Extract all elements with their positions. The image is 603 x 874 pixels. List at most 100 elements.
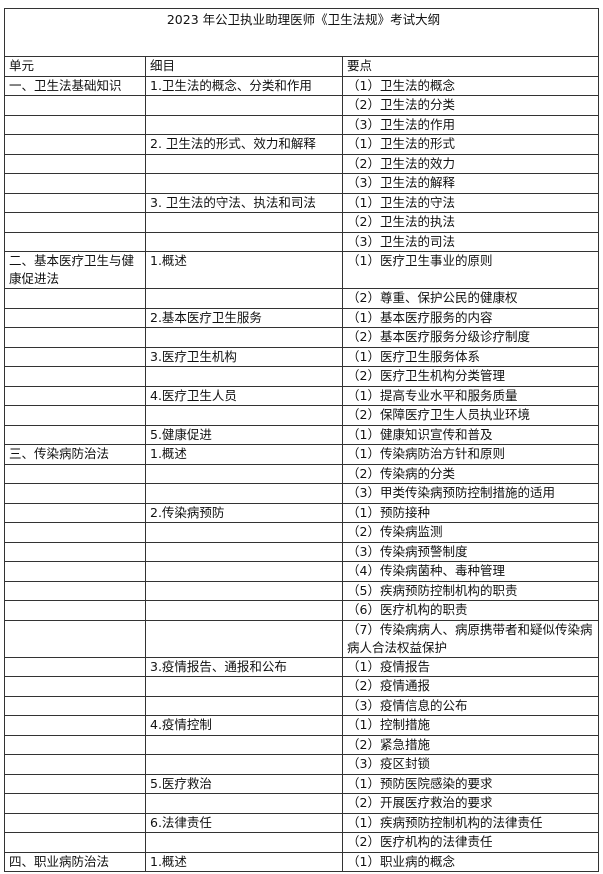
- table-row: （2）尊重、保护公民的健康权: [4, 288, 599, 309]
- unit-cell: [4, 346, 146, 367]
- table-row: （3）甲类传染病预防控制措施的适用: [4, 483, 599, 504]
- point-cell: （7）传染病病人、病原携带者和疑似传染病病人合法权益保护: [342, 619, 599, 658]
- table-row: 3. 卫生法的守法、执法和司法 （1）卫生法的守法: [4, 192, 599, 213]
- unit-cell: [4, 754, 146, 775]
- point-cell: （3）甲类传染病预防控制措施的适用: [342, 483, 599, 504]
- unit-cell: [4, 773, 146, 794]
- point-cell: （2）医疗机构的法律责任: [342, 832, 599, 853]
- point-cell: （2）基本医疗服务分级诊疗制度: [342, 327, 599, 348]
- table-row: （3）疫区封锁: [4, 754, 599, 775]
- table-row: （3）卫生法的司法: [4, 231, 599, 252]
- point-cell: （2）医疗卫生机构分类管理: [342, 366, 599, 387]
- point-cell: （1）医疗卫生事业的原则: [342, 251, 599, 289]
- point-cell: （2）卫生法的效力: [342, 153, 599, 174]
- table-row: （3）传染病预警制度: [4, 541, 599, 562]
- point-cell: （2）疫情通报: [342, 676, 599, 697]
- unit-cell: [4, 561, 146, 582]
- unit-cell: [4, 734, 146, 755]
- item-cell: [145, 832, 343, 853]
- item-cell: [145, 327, 343, 348]
- point-cell: （6）医疗机构的职责: [342, 600, 599, 621]
- exam-outline-table: 2023 年公卫执业助理医师《卫生法规》考试大纲 单元 细目 要点 一、卫生法基…: [4, 8, 599, 872]
- item-cell: [145, 676, 343, 697]
- table-row: （7）传染病病人、病原携带者和疑似传染病病人合法权益保护: [4, 619, 599, 658]
- table-row: （2）卫生法的效力: [4, 153, 599, 174]
- table-row: （5）疾病预防控制机构的职责: [4, 580, 599, 601]
- item-cell: [145, 366, 343, 387]
- item-cell: [145, 212, 343, 233]
- unit-cell: [4, 715, 146, 736]
- table-row: （4）传染病菌种、毒种管理: [4, 561, 599, 582]
- table-row: （3）卫生法的解释: [4, 173, 599, 194]
- unit-cell: [4, 288, 146, 309]
- point-cell: （1）提高专业水平和服务质量: [342, 385, 599, 406]
- header-point: 要点: [342, 56, 599, 77]
- table-row: （2）传染病监测: [4, 522, 599, 543]
- point-cell: （3）卫生法的解释: [342, 173, 599, 194]
- item-cell: 6.法律责任: [145, 812, 343, 833]
- item-cell: [145, 153, 343, 174]
- unit-cell: [4, 95, 146, 116]
- point-cell: （1）传染病防治方针和原则: [342, 444, 599, 465]
- point-cell: （1）基本医疗服务的内容: [342, 307, 599, 328]
- unit-cell: [4, 366, 146, 387]
- unit-cell: [4, 541, 146, 562]
- point-cell: （1）健康知识宣传和普及: [342, 424, 599, 445]
- point-cell: （2）卫生法的分类: [342, 95, 599, 116]
- table-row: （2）医疗卫生机构分类管理: [4, 366, 599, 387]
- table-row: 二、基本医疗卫生与健康促进法 1.概述 （1）医疗卫生事业的原则: [4, 251, 599, 289]
- item-cell: [145, 95, 343, 116]
- item-cell: [145, 734, 343, 755]
- table-row: 三、传染病防治法 1.概述 （1）传染病防治方针和原则: [4, 444, 599, 465]
- unit-cell: [4, 424, 146, 445]
- point-cell: （1）疾病预防控制机构的法律责任: [342, 812, 599, 833]
- unit-cell: [4, 483, 146, 504]
- unit-cell: [4, 173, 146, 194]
- item-cell: 2. 卫生法的形式、效力和解释: [145, 134, 343, 155]
- header-row: 单元 细目 要点: [4, 56, 599, 77]
- table-row: 四、职业病防治法 1.概述 （1）职业病的概念: [4, 851, 599, 872]
- unit-cell: [4, 463, 146, 484]
- header-unit: 单元: [4, 56, 146, 77]
- table-row: 6.法律责任 （1）疾病预防控制机构的法律责任: [4, 812, 599, 833]
- point-cell: （4）传染病菌种、毒种管理: [342, 561, 599, 582]
- point-cell: （1）预防接种: [342, 502, 599, 523]
- item-cell: [145, 288, 343, 309]
- table-row: 5.健康促进 （1）健康知识宣传和普及: [4, 424, 599, 445]
- unit-cell: [4, 307, 146, 328]
- table-row: 一、卫生法基础知识 1.卫生法的概念、分类和作用 （1）卫生法的概念: [4, 75, 599, 96]
- table-row: （2）紧急措施: [4, 734, 599, 755]
- item-cell: 5.医疗救治: [145, 773, 343, 794]
- table-row: 2. 卫生法的形式、效力和解释 （1）卫生法的形式: [4, 134, 599, 155]
- point-cell: （3）疫区封锁: [342, 754, 599, 775]
- table-row: （3）卫生法的作用: [4, 114, 599, 135]
- item-cell: 5.健康促进: [145, 424, 343, 445]
- item-cell: [145, 580, 343, 601]
- point-cell: （3）卫生法的司法: [342, 231, 599, 252]
- item-cell: 1.卫生法的概念、分类和作用: [145, 75, 343, 96]
- table-row: （2）基本医疗服务分级诊疗制度: [4, 327, 599, 348]
- point-cell: （3）传染病预警制度: [342, 541, 599, 562]
- table-row: 3.疫情报告、通报和公布 （1）疫情报告: [4, 656, 599, 677]
- item-cell: 4.疫情控制: [145, 715, 343, 736]
- point-cell: （3）疫情信息的公布: [342, 695, 599, 716]
- title-row: 2023 年公卫执业助理医师《卫生法规》考试大纲: [4, 8, 599, 57]
- point-cell: （1）卫生法的概念: [342, 75, 599, 96]
- table-row: （2）开展医疗救治的要求: [4, 793, 599, 814]
- unit-cell: [4, 405, 146, 426]
- table-row: 4.疫情控制 （1）控制措施: [4, 715, 599, 736]
- table-row: （2）医疗机构的法律责任: [4, 832, 599, 853]
- point-cell: （1）卫生法的守法: [342, 192, 599, 213]
- unit-cell: 三、传染病防治法: [4, 444, 146, 465]
- table-row: 4.医疗卫生人员 （1）提高专业水平和服务质量: [4, 385, 599, 406]
- point-cell: （1）疫情报告: [342, 656, 599, 677]
- item-cell: 3.疫情报告、通报和公布: [145, 656, 343, 677]
- item-cell: 2.基本医疗卫生服务: [145, 307, 343, 328]
- unit-cell: [4, 385, 146, 406]
- unit-cell: [4, 656, 146, 677]
- item-cell: [145, 405, 343, 426]
- item-cell: [145, 463, 343, 484]
- unit-cell: 一、卫生法基础知识: [4, 75, 146, 96]
- item-cell: [145, 619, 343, 658]
- unit-cell: [4, 812, 146, 833]
